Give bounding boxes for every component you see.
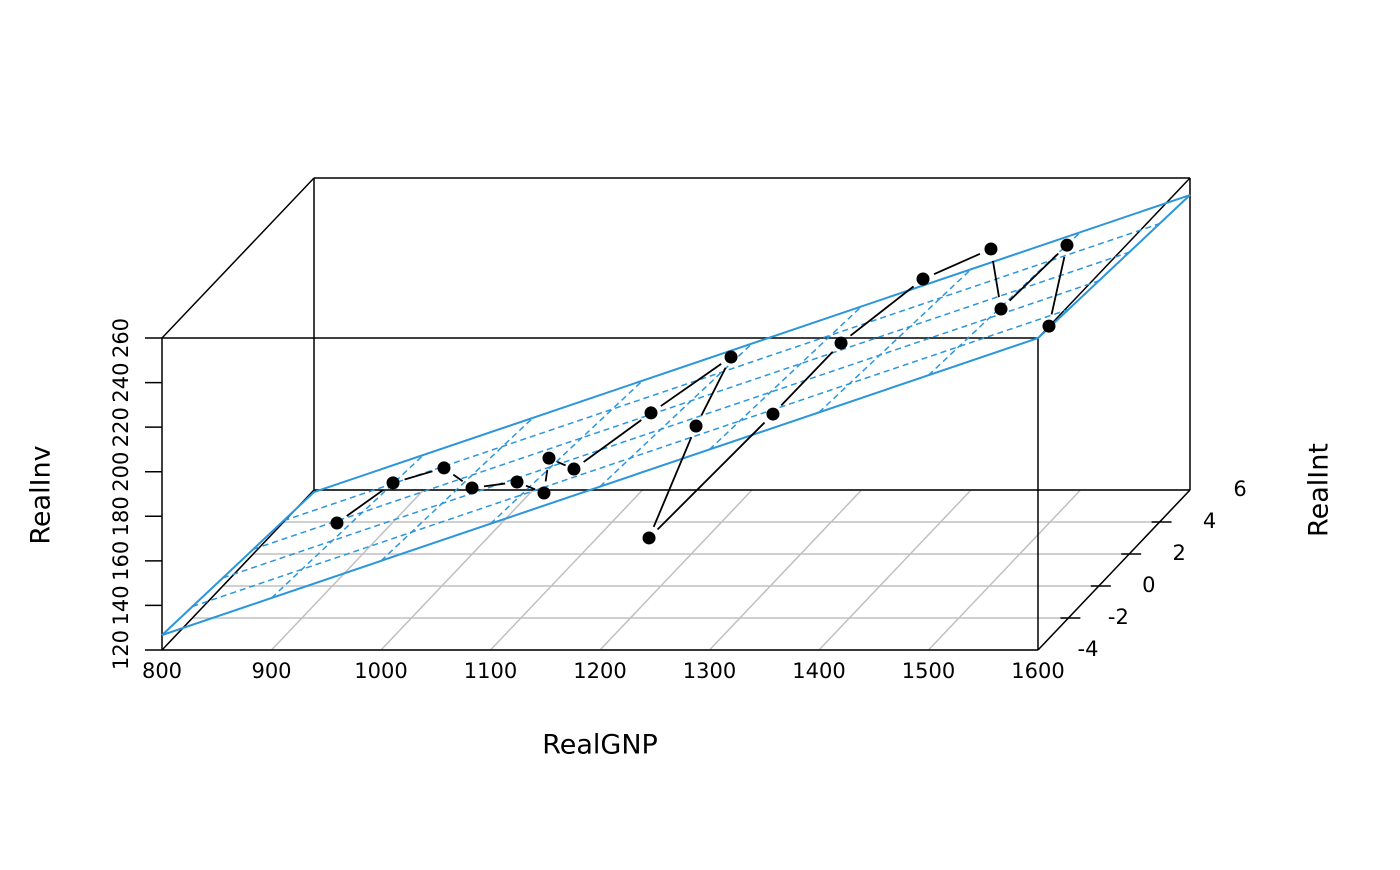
plane-edge bbox=[161, 491, 315, 636]
y-tick-label: 2 bbox=[1173, 541, 1186, 565]
plane-grid-line bbox=[818, 268, 972, 413]
y-tick-label: 6 bbox=[1233, 477, 1246, 501]
connector bbox=[346, 489, 384, 517]
z-tick-label: 160 bbox=[109, 541, 133, 581]
y-tick-label: 0 bbox=[1142, 573, 1155, 597]
plane-edge bbox=[161, 337, 1039, 637]
connector bbox=[849, 285, 915, 337]
plane-grid-line bbox=[270, 454, 425, 599]
connector bbox=[652, 436, 693, 528]
floor-grid-line bbox=[270, 489, 425, 651]
point bbox=[916, 272, 930, 286]
plane-grid-line bbox=[380, 417, 534, 562]
floor-grid-line bbox=[599, 489, 753, 651]
connector bbox=[1050, 256, 1066, 315]
point bbox=[1060, 238, 1074, 252]
y-tick-label: 4 bbox=[1203, 509, 1216, 533]
x-tick-label: 800 bbox=[142, 659, 182, 683]
floor-grid-line bbox=[380, 489, 534, 651]
x-tick-label: 900 bbox=[251, 659, 291, 683]
z-axis-label: RealInv bbox=[26, 445, 57, 544]
z-tick-label: 260 bbox=[109, 318, 133, 358]
connector bbox=[656, 421, 766, 531]
plane-grid-line bbox=[283, 222, 1160, 522]
z-tick-label: 180 bbox=[109, 496, 133, 536]
point bbox=[834, 336, 848, 350]
connector bbox=[992, 260, 1000, 298]
floor-grid-line bbox=[927, 489, 1082, 651]
z-tick-label: 240 bbox=[109, 363, 133, 403]
point bbox=[642, 531, 656, 545]
x-tick-label: 1300 bbox=[683, 659, 736, 683]
x-tick-label: 1000 bbox=[354, 659, 407, 683]
point bbox=[465, 481, 479, 495]
connector bbox=[483, 482, 506, 488]
z-tick-label: 140 bbox=[109, 585, 133, 625]
point bbox=[510, 475, 524, 489]
plane-edge bbox=[313, 194, 1191, 493]
box-edge bbox=[161, 177, 315, 339]
x-tick-label: 1100 bbox=[464, 659, 517, 683]
z-tick-label: 120 bbox=[109, 630, 133, 670]
point bbox=[984, 242, 998, 256]
connector bbox=[700, 367, 727, 416]
connector bbox=[556, 460, 566, 467]
plane-edge bbox=[1037, 194, 1191, 339]
x-tick-label: 1200 bbox=[573, 659, 626, 683]
plane-grid-line bbox=[708, 305, 863, 451]
point bbox=[994, 302, 1008, 316]
plane-grid-line bbox=[192, 308, 1069, 608]
connector bbox=[660, 363, 722, 407]
x-tick-label: 1400 bbox=[792, 659, 845, 683]
floor-grid-line bbox=[708, 489, 863, 651]
point bbox=[386, 476, 400, 490]
point bbox=[437, 461, 451, 475]
plane-grid-line bbox=[252, 251, 1130, 550]
connector bbox=[452, 473, 464, 483]
point bbox=[1042, 319, 1056, 333]
connector bbox=[583, 419, 642, 463]
x-tick-label: 1500 bbox=[902, 659, 955, 683]
z-tick-label: 200 bbox=[109, 452, 133, 492]
y-axis-label: RealInt bbox=[1304, 443, 1335, 537]
point bbox=[766, 407, 780, 421]
box-edge bbox=[1037, 489, 1191, 651]
connector bbox=[1008, 252, 1059, 302]
connector bbox=[525, 484, 536, 491]
connector bbox=[780, 351, 834, 407]
floor-grid-line bbox=[818, 489, 972, 651]
connector bbox=[404, 470, 433, 481]
point bbox=[537, 486, 551, 500]
point bbox=[330, 516, 344, 530]
plane-grid-line bbox=[222, 280, 1100, 579]
connector bbox=[933, 253, 981, 275]
floor-grid-line bbox=[489, 489, 644, 651]
y-tick-label: -4 bbox=[1078, 637, 1099, 661]
z-tick-label: 220 bbox=[109, 407, 133, 447]
plane-grid-line bbox=[489, 380, 644, 525]
x-axis-label: RealGNP bbox=[542, 730, 658, 761]
connector bbox=[544, 469, 549, 482]
x-tick-label: 1600 bbox=[1011, 659, 1064, 683]
y-tick-label: -2 bbox=[1108, 605, 1129, 629]
point bbox=[689, 419, 703, 433]
point bbox=[567, 462, 581, 476]
point bbox=[644, 406, 658, 420]
point bbox=[724, 350, 738, 364]
plane-grid-line bbox=[599, 342, 753, 488]
point bbox=[542, 451, 556, 465]
